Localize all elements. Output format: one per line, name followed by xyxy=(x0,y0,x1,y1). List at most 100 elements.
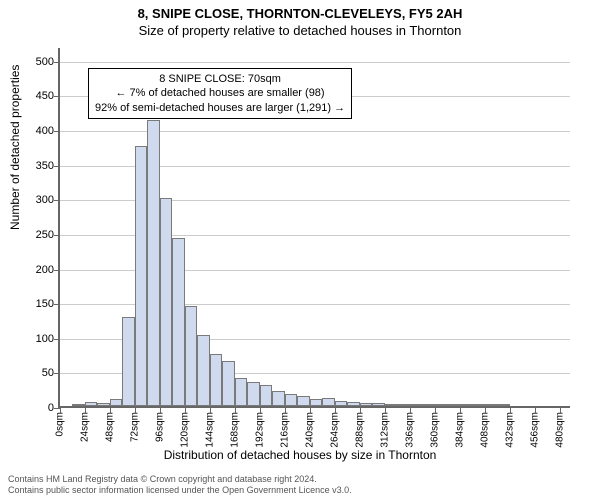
histogram-bar xyxy=(297,396,309,406)
xtick-mark xyxy=(535,408,536,413)
xtick-mark xyxy=(135,408,136,413)
histogram-bar xyxy=(247,382,259,406)
xtick-mark xyxy=(235,408,236,413)
annotation-box: 8 SNIPE CLOSE: 70sqm ← 7% of detached ho… xyxy=(88,68,352,119)
ytick-mark xyxy=(54,270,60,271)
xtick-label: 24sqm xyxy=(79,412,90,442)
xtick-mark xyxy=(510,408,511,413)
xtick-label: 192sqm xyxy=(254,412,265,448)
histogram-bar xyxy=(272,391,284,406)
xtick-label: 144sqm xyxy=(204,412,215,448)
ytick-mark xyxy=(54,131,60,132)
xtick-mark xyxy=(435,408,436,413)
xtick-label: 264sqm xyxy=(329,412,340,448)
ytick-label: 250 xyxy=(14,229,54,241)
histogram-bar xyxy=(435,404,447,406)
ytick-mark xyxy=(54,304,60,305)
xtick-label: 72sqm xyxy=(129,412,140,442)
ytick-label: 450 xyxy=(14,90,54,102)
ytick-label: 0 xyxy=(14,402,54,414)
xtick-label: 120sqm xyxy=(179,412,190,448)
xtick-mark xyxy=(285,408,286,413)
histogram-bar xyxy=(135,146,147,406)
xtick-mark xyxy=(385,408,386,413)
xtick-mark xyxy=(410,408,411,413)
xtick-label: 456sqm xyxy=(529,412,540,448)
histogram-bar xyxy=(397,404,409,406)
xtick-label: 168sqm xyxy=(229,412,240,448)
histogram-bar xyxy=(210,354,222,406)
histogram-bar xyxy=(172,238,184,406)
address-title: 8, SNIPE CLOSE, THORNTON-CLEVELEYS, FY5 … xyxy=(0,6,600,21)
xtick-mark xyxy=(485,408,486,413)
xtick-label: 312sqm xyxy=(379,412,390,448)
histogram-bar xyxy=(197,335,209,406)
xtick-label: 360sqm xyxy=(429,412,440,448)
xtick-mark xyxy=(335,408,336,413)
ytick-label: 200 xyxy=(14,264,54,276)
histogram-bar xyxy=(360,403,372,406)
histogram-bar xyxy=(285,394,297,406)
ytick-label: 500 xyxy=(14,56,54,68)
gridline xyxy=(60,131,570,132)
histogram-bar xyxy=(97,403,109,406)
histogram-bar xyxy=(85,402,97,406)
histogram-bar xyxy=(485,404,497,406)
histogram-bar xyxy=(160,198,172,406)
xtick-mark xyxy=(110,408,111,413)
xtick-label: 240sqm xyxy=(304,412,315,448)
ytick-mark xyxy=(54,373,60,374)
xtick-label: 384sqm xyxy=(454,412,465,448)
histogram-bar xyxy=(497,404,509,406)
histogram-bar xyxy=(385,404,397,406)
ytick-label: 150 xyxy=(14,298,54,310)
ytick-label: 50 xyxy=(14,367,54,379)
histogram-bar xyxy=(72,404,84,406)
xtick-mark xyxy=(260,408,261,413)
xtick-label: 48sqm xyxy=(104,412,115,442)
histogram-bar xyxy=(460,404,472,406)
ytick-mark xyxy=(54,235,60,236)
annotation-line3: 92% of semi-detached houses are larger (… xyxy=(95,101,345,115)
x-axis-label: Distribution of detached houses by size … xyxy=(0,448,600,462)
xtick-mark xyxy=(185,408,186,413)
footer-line1: Contains HM Land Registry data © Crown c… xyxy=(8,474,592,485)
ytick-mark xyxy=(54,166,60,167)
ytick-mark xyxy=(54,339,60,340)
ytick-label: 350 xyxy=(14,160,54,172)
ytick-label: 400 xyxy=(14,125,54,137)
xtick-mark xyxy=(360,408,361,413)
histogram-bar xyxy=(335,401,347,406)
histogram-bar xyxy=(410,404,422,406)
histogram-bar xyxy=(222,361,234,406)
histogram-bar xyxy=(110,399,122,406)
histogram-bar xyxy=(235,378,247,406)
histogram-bar xyxy=(185,306,197,406)
xtick-mark xyxy=(460,408,461,413)
gridline xyxy=(60,62,570,63)
histogram-bar xyxy=(310,399,322,406)
xtick-label: 336sqm xyxy=(404,412,415,448)
xtick-mark xyxy=(310,408,311,413)
histogram-bar xyxy=(347,402,359,406)
footer-attribution: Contains HM Land Registry data © Crown c… xyxy=(8,474,592,496)
xtick-mark xyxy=(210,408,211,413)
chart-area: 0501001502002503003504004505000sqm24sqm4… xyxy=(58,48,570,408)
xtick-label: 480sqm xyxy=(554,412,565,448)
xtick-mark xyxy=(85,408,86,413)
chart-container: 8, SNIPE CLOSE, THORNTON-CLEVELEYS, FY5 … xyxy=(0,0,600,500)
xtick-mark xyxy=(60,408,61,413)
histogram-bar xyxy=(472,404,484,406)
xtick-label: 432sqm xyxy=(504,412,515,448)
histogram-bar xyxy=(422,404,434,406)
histogram-bar xyxy=(122,317,134,406)
ytick-mark xyxy=(54,62,60,63)
xtick-label: 408sqm xyxy=(479,412,490,448)
histogram-bar xyxy=(447,404,459,406)
xtick-label: 288sqm xyxy=(354,412,365,448)
xtick-label: 96sqm xyxy=(154,412,165,442)
histogram-bar xyxy=(147,120,159,406)
xtick-mark xyxy=(560,408,561,413)
title-block: 8, SNIPE CLOSE, THORNTON-CLEVELEYS, FY5 … xyxy=(0,0,600,38)
histogram-bar xyxy=(260,385,272,406)
